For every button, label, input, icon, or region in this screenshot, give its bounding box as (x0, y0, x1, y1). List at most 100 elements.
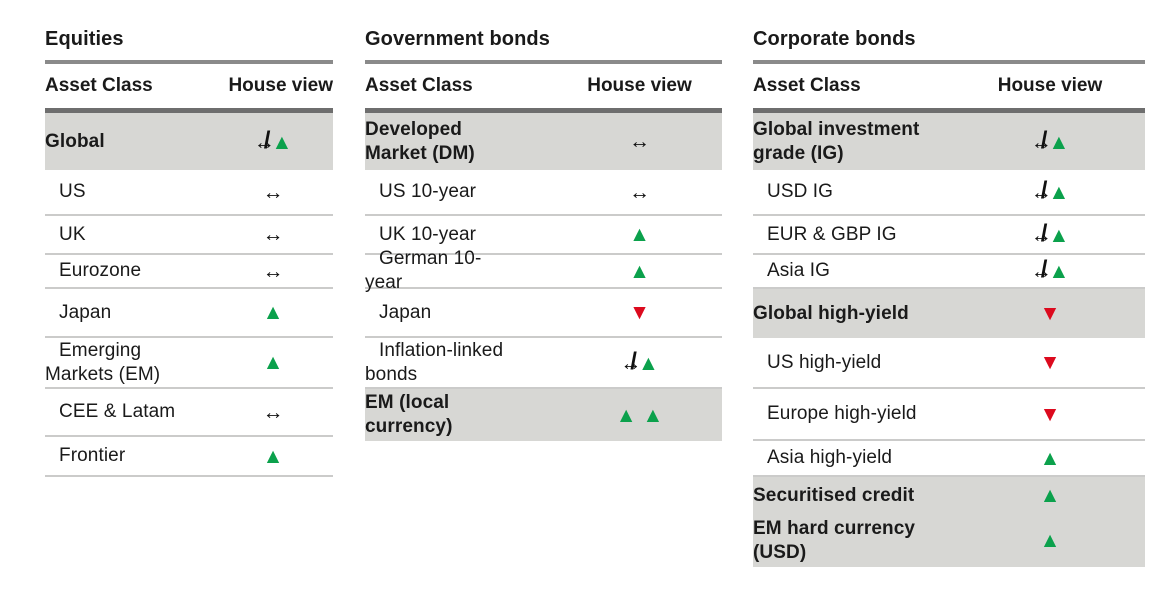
asset-class-label: Global high-yield (753, 302, 909, 324)
house-view-cell: ▼ (955, 303, 1145, 324)
house-view-cell: ↔ (213, 182, 333, 203)
up-triangle-icon: ▲ (629, 223, 650, 246)
slash-icon: / (1040, 256, 1048, 283)
asset-class-label: US (59, 181, 86, 203)
up-triangle-icon: ▲ (642, 403, 664, 427)
asset-class-label: Inflation-linked bonds (365, 339, 504, 385)
table-row: US high-yield ▼ (753, 338, 1145, 389)
up-triangle-icon: ▲ (615, 403, 637, 427)
column-header-asset-class: Asset Class (45, 75, 153, 96)
asset-class-label: Securitised credit (753, 484, 915, 506)
house-view-cell: ▲ ▲ (557, 405, 722, 426)
table-row: Global high-yield ▼ (753, 289, 1145, 338)
asset-class-label: US high-yield (767, 351, 882, 373)
slash-icon: / (1040, 219, 1048, 247)
table-row: EUR & GBP IG ↔/▲ (753, 216, 1145, 255)
house-view-cell: ▲ (213, 446, 333, 467)
table-row: Europe high-yield ▼ (753, 389, 1145, 441)
sideways-arrow-icon: ↔ (629, 180, 650, 204)
up-triangle-icon: ▲ (1048, 260, 1070, 283)
house-view-cell: ▼ (955, 352, 1145, 373)
slash-icon: / (1040, 126, 1048, 154)
house-view-cell: ▲ (213, 352, 333, 373)
house-view-cell: ↔/▲ (955, 219, 1145, 247)
table-row: Emerging Markets (EM) ▲ (45, 338, 333, 389)
house-view-cell: ▼ (557, 302, 722, 323)
asset-class-label: UK (59, 223, 86, 245)
house-view-cell: ↔/▲ (955, 256, 1145, 283)
sideways-arrow-icon: ↔ (262, 259, 284, 283)
house-view-cell: ↔/▲ (557, 349, 722, 375)
table-row: EM hard currency (USD) ▲ (753, 514, 1145, 567)
house-view-cell: ▲ (955, 485, 1145, 506)
asset-class-label: UK 10-year (379, 223, 477, 245)
table-row: UK 10-year ▲ (365, 216, 722, 255)
table-row: US ↔ (45, 170, 333, 216)
asset-class-label: Asia IG (767, 260, 830, 282)
column-header-house-view: House view (587, 75, 692, 96)
asset-class-label: Japan (59, 301, 112, 323)
asset-class-label: Asia high-yield (767, 447, 893, 469)
asset-class-label: Global (45, 130, 105, 152)
table-row: Inflation-linked bonds ↔/▲ (365, 338, 722, 389)
sideways-arrow-icon: ↔ (1030, 130, 1052, 154)
down-triangle-icon: ▼ (1039, 402, 1061, 426)
up-triangle-icon: ▲ (629, 259, 650, 283)
house-view-cell: ↔ (557, 131, 722, 152)
table-header: Asset Class House view (45, 64, 333, 113)
up-triangle-icon: ▲ (1039, 446, 1061, 470)
table-title: Corporate bonds (753, 28, 1145, 64)
asset-class-label: US 10-year (379, 181, 477, 203)
down-triangle-icon: ▼ (1039, 351, 1061, 374)
asset-class-label: German 10-year (365, 248, 482, 293)
sideways-arrow-icon: ↔ (1030, 223, 1052, 247)
table-corporate-bonds: Corporate bonds Asset Class House view G… (753, 28, 1145, 567)
column-header-asset-class: Asset Class (365, 75, 473, 96)
table-row: CEE & Latam ↔ (45, 389, 333, 437)
asset-class-label: Developed Market (DM) (365, 118, 475, 164)
table-row: Japan ▼ (365, 289, 722, 338)
sideways-arrow-icon: ↔ (262, 400, 284, 424)
house-view-cell: ▼ (955, 404, 1145, 425)
down-triangle-icon: ▼ (629, 301, 650, 324)
table-row: Global ↔/▲ (45, 113, 333, 170)
table-row: Japan ▲ (45, 289, 333, 338)
table-row: Frontier ▲ (45, 437, 333, 477)
up-triangle-icon: ▲ (262, 444, 284, 468)
sideways-arrow-icon: ↔ (253, 130, 275, 154)
up-triangle-icon: ▲ (262, 351, 284, 374)
house-view-cell: ↔/▲ (213, 128, 333, 154)
table-row: Asia IG ↔/▲ (753, 255, 1145, 289)
down-triangle-icon: ▼ (1039, 302, 1061, 325)
house-view-cell: ▲ (955, 530, 1145, 551)
table-row: Asia high-yield ▲ (753, 441, 1145, 477)
column-header-asset-class: Asset Class (753, 75, 861, 96)
up-triangle-icon: ▲ (1048, 223, 1070, 247)
table-row: EM (local currency) ▲ ▲ (365, 389, 722, 441)
up-triangle-icon: ▲ (637, 351, 659, 375)
table-row: German 10-year ▲ (365, 248, 722, 293)
table-row: Securitised credit ▲ (753, 477, 1145, 514)
asset-class-label: USD IG (767, 181, 834, 203)
asset-class-label: Eurozone (59, 260, 142, 282)
house-view-cell: ↔ (557, 182, 722, 203)
table-row: Eurozone ↔ (45, 255, 333, 289)
up-triangle-icon: ▲ (262, 301, 284, 324)
asset-class-label: EM (local currency) (365, 392, 453, 437)
house-view-cell: ▲ (955, 448, 1145, 469)
table-rows: Global ↔/▲ US ↔ UK ↔ Eurozone ↔ Japan ▲ Emerging M… (45, 113, 333, 477)
table-row: US 10-year ↔ (365, 170, 722, 216)
table-row: USD IG ↔/▲ (753, 170, 1145, 216)
table-title: Equities (45, 28, 333, 64)
table-title: Government bonds (365, 28, 722, 64)
table-row: Developed Market (DM) ↔ (365, 113, 722, 170)
table-header: Asset Class House view (753, 64, 1145, 113)
asset-class-label: CEE & Latam (59, 401, 176, 423)
up-triangle-icon: ▲ (1039, 529, 1061, 552)
house-view-cell: ↔ (213, 224, 333, 245)
house-view-cell: ▲ (557, 224, 722, 245)
asset-class-label: Japan (379, 301, 432, 323)
asset-class-label: Global investment grade (IG) (753, 118, 920, 164)
up-triangle-icon: ▲ (1048, 181, 1070, 204)
